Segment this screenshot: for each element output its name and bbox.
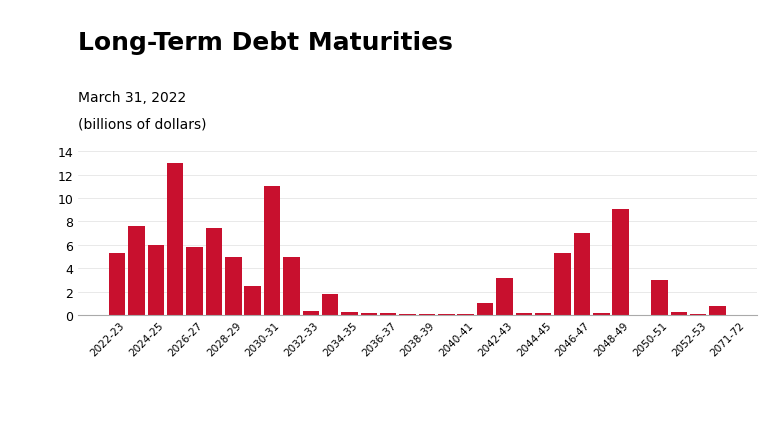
Bar [555, 254, 571, 315]
Bar [206, 229, 222, 315]
Bar [342, 312, 358, 315]
Bar [477, 304, 493, 315]
Bar [496, 278, 512, 315]
Bar [612, 209, 629, 315]
Bar [574, 233, 590, 315]
Bar [516, 313, 532, 315]
Bar [535, 314, 551, 315]
Bar [360, 314, 377, 315]
Bar [225, 257, 242, 315]
Bar [244, 286, 261, 315]
Bar [283, 257, 300, 315]
Bar [303, 311, 319, 315]
Bar [651, 280, 668, 315]
Text: March 31, 2022: March 31, 2022 [78, 91, 186, 105]
Bar [690, 314, 707, 315]
Bar [399, 314, 416, 315]
Bar [167, 163, 183, 315]
Text: (billions of dollars): (billions of dollars) [78, 117, 207, 131]
Bar [593, 314, 609, 315]
Bar [264, 187, 280, 315]
Bar [380, 314, 396, 315]
Bar [128, 226, 144, 315]
Text: Long-Term Debt Maturities: Long-Term Debt Maturities [78, 31, 453, 55]
Bar [709, 307, 725, 315]
Bar [109, 254, 126, 315]
Bar [671, 312, 687, 315]
Bar [322, 294, 339, 315]
Bar [147, 245, 164, 315]
Bar [186, 247, 203, 315]
